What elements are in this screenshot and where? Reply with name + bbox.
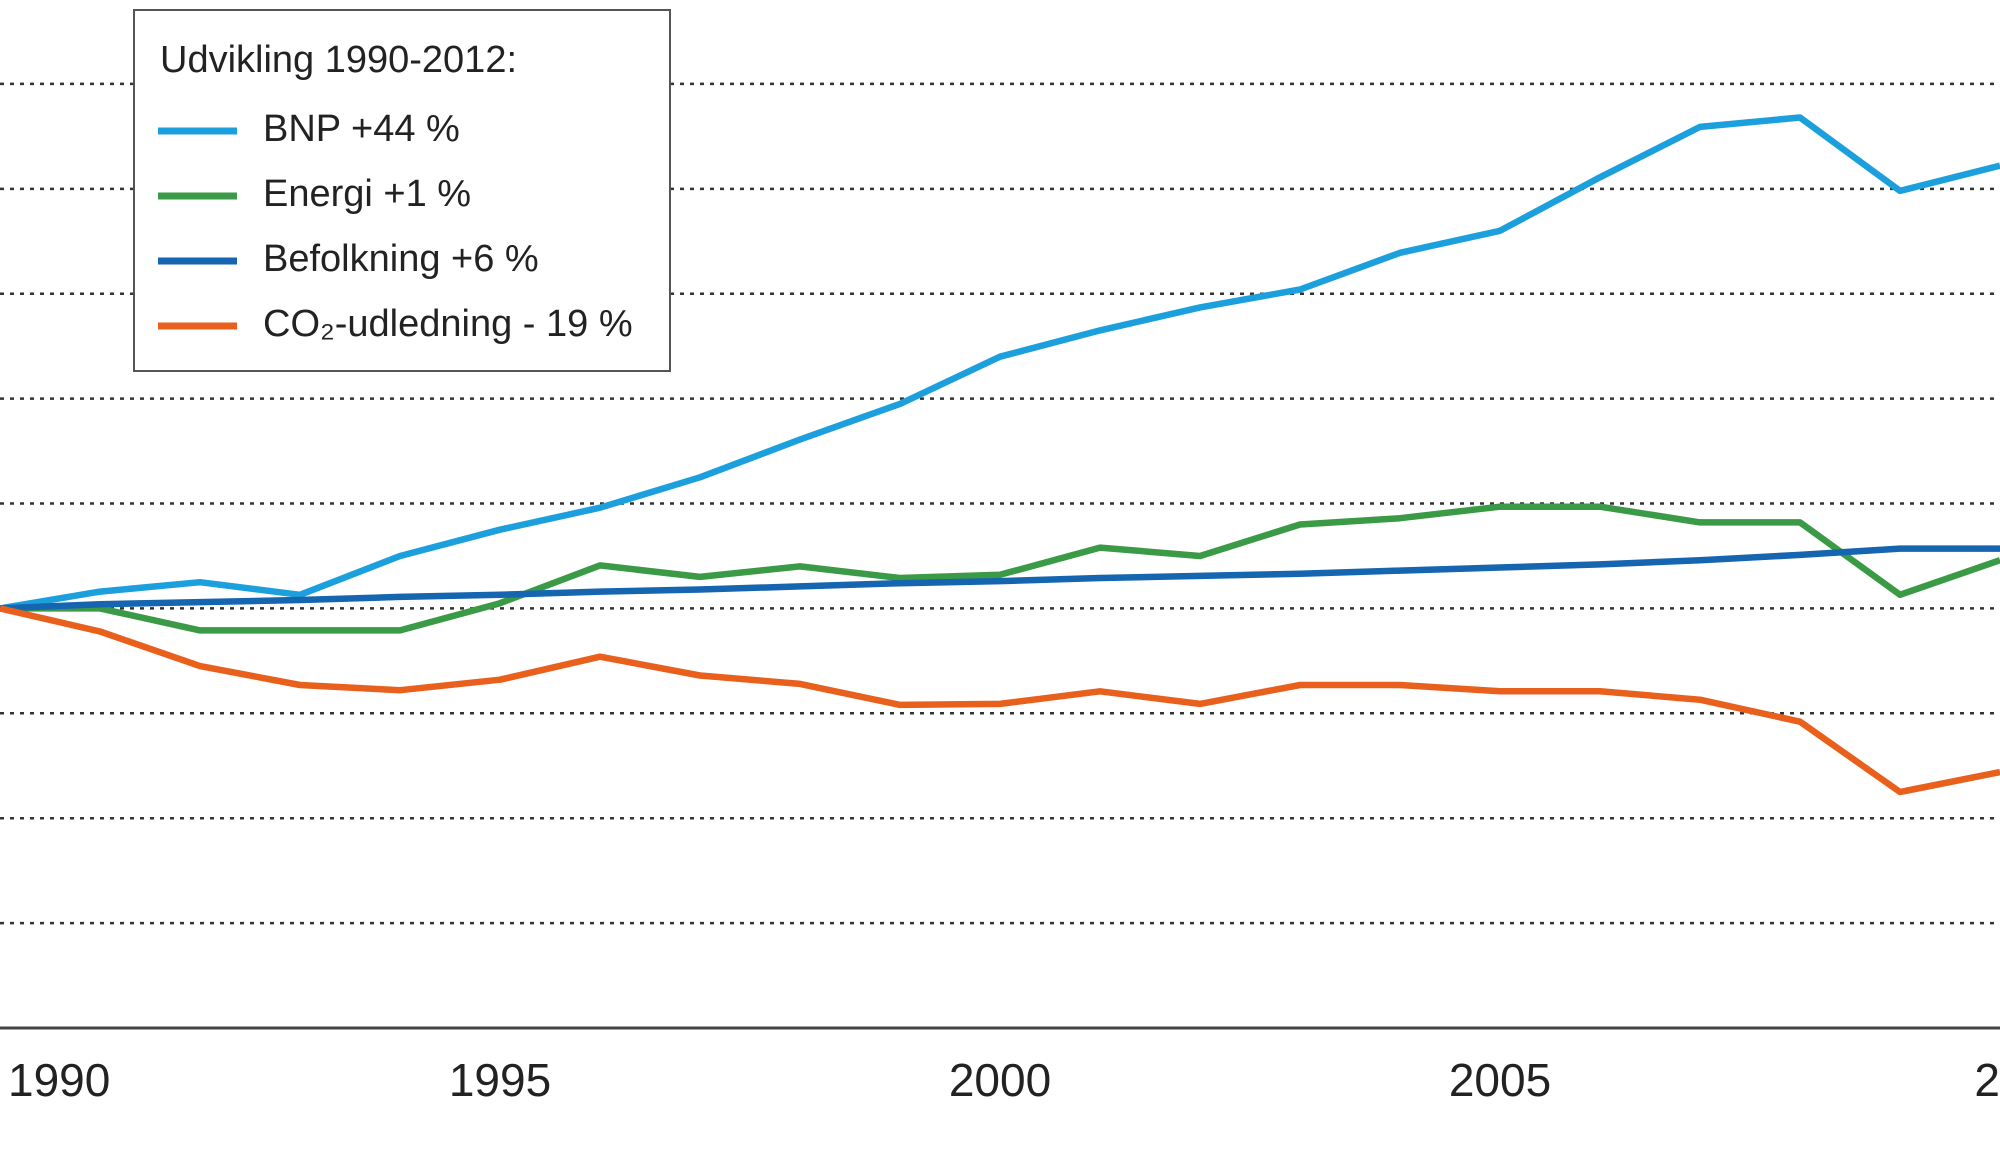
- line-series: [0, 605, 2000, 796]
- x-tick-label: 2005: [1449, 1054, 1551, 1106]
- line-series: [0, 545, 2000, 612]
- legend-label: BNP +44 %: [263, 108, 460, 150]
- legend-label: Energi +1 %: [263, 173, 471, 215]
- x-tick-label: 1995: [449, 1054, 551, 1106]
- legend-label: CO₂-udledning - 19 %: [263, 303, 633, 345]
- line-series: [0, 503, 2000, 634]
- legend: Udvikling 1990-2012: BNP +44 % Energi +1 %…: [133, 9, 671, 372]
- x-tick-label: 20: [1974, 1054, 2000, 1106]
- x-tick-label: 2000: [949, 1054, 1051, 1106]
- x-tick-label: 1990: [8, 1054, 110, 1106]
- line-series: [0, 114, 2000, 612]
- legend-label: Befolkning +6 %: [263, 238, 539, 280]
- legend-box: [133, 9, 671, 372]
- legend-title: Udvikling 1990-2012:: [160, 39, 517, 81]
